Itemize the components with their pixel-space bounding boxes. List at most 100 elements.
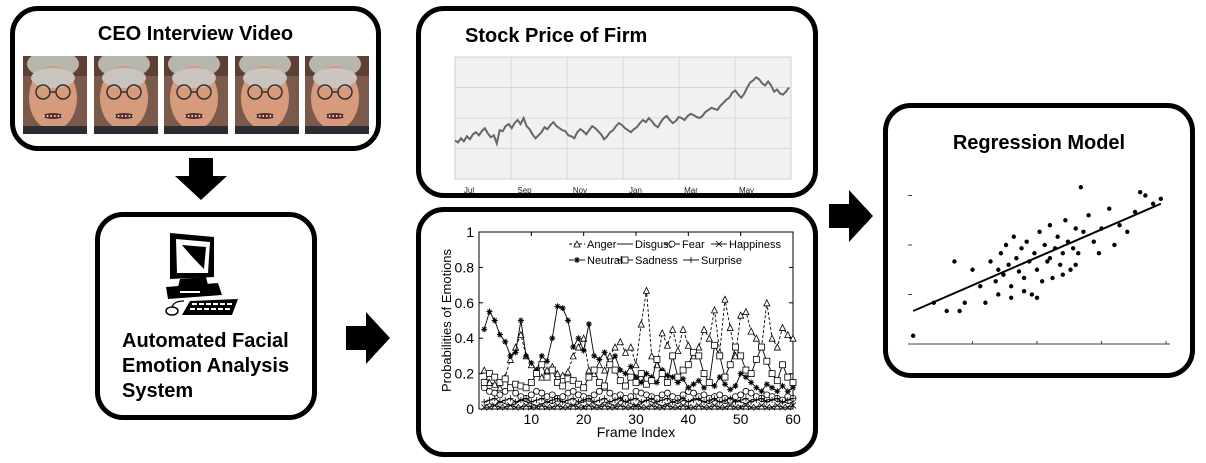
data-marker <box>627 373 635 381</box>
data-marker <box>768 370 776 378</box>
regression-data-point <box>1047 223 1053 228</box>
emotion-y-tick-label: 0.8 <box>455 259 475 275</box>
legend-label: Neutral <box>587 255 622 267</box>
data-marker <box>648 352 656 360</box>
regression-data-point <box>1021 289 1027 294</box>
data-marker <box>648 395 655 402</box>
data-marker <box>695 377 702 384</box>
video-box-title: CEO Interview Video <box>97 23 294 45</box>
emotion-x-tick-label: 20 <box>576 411 592 427</box>
data-marker <box>590 391 598 399</box>
data-marker <box>538 402 546 409</box>
data-marker <box>486 397 493 404</box>
emotion-y-tick-label: 0.2 <box>455 366 475 382</box>
data-marker <box>685 398 692 405</box>
data-marker <box>732 382 739 389</box>
regression-data-point <box>993 279 998 284</box>
data-marker <box>669 374 676 381</box>
data-marker <box>684 361 692 369</box>
data-marker <box>622 398 629 405</box>
data-marker <box>742 395 749 402</box>
emotion-y-axis-label: Probabilities of Emotions <box>439 248 454 392</box>
regression-data-point <box>1158 196 1164 201</box>
data-marker <box>543 373 551 381</box>
data-marker <box>688 257 694 263</box>
data-marker <box>632 360 640 369</box>
data-marker <box>648 377 656 385</box>
arrow-right-icon <box>346 312 390 364</box>
data-marker <box>596 403 603 411</box>
data-marker <box>611 343 619 351</box>
regression-box-title: Regression Model <box>952 132 1126 154</box>
data-marker <box>496 398 503 405</box>
data-marker <box>700 403 708 411</box>
regression-data-point <box>1125 229 1130 234</box>
data-marker <box>538 352 545 359</box>
data-marker <box>726 361 734 369</box>
data-marker <box>543 403 551 411</box>
data-marker <box>590 366 598 374</box>
data-marker <box>570 344 577 351</box>
regression-data-point <box>1006 262 1011 267</box>
data-marker <box>574 257 580 263</box>
data-marker <box>485 378 494 386</box>
data-marker <box>742 374 749 381</box>
data-marker <box>601 395 608 402</box>
regression-box: Regression Model <box>883 103 1195 378</box>
regression-data-point <box>1011 234 1016 239</box>
data-marker <box>481 326 488 333</box>
regression-data-point <box>910 333 916 338</box>
data-marker <box>559 398 566 405</box>
data-marker <box>737 403 744 411</box>
data-marker <box>669 398 676 405</box>
data-marker <box>711 382 718 389</box>
stock-price-line <box>454 75 790 147</box>
regression-data-point <box>1132 209 1138 215</box>
data-marker <box>633 395 639 402</box>
data-marker <box>642 286 651 294</box>
stock-x-tick-label: Jan <box>629 186 642 195</box>
data-marker <box>658 370 666 378</box>
data-marker <box>481 398 488 405</box>
data-marker <box>543 366 551 374</box>
data-marker <box>643 380 650 388</box>
arrow-right-icon <box>829 190 873 242</box>
data-marker <box>669 403 676 411</box>
data-marker <box>663 389 671 397</box>
data-marker <box>538 373 546 381</box>
regression-data-point <box>1009 284 1014 289</box>
data-marker <box>721 403 729 411</box>
data-marker <box>502 338 509 345</box>
data-marker <box>653 403 661 411</box>
data-marker <box>716 403 724 411</box>
regression-data-point <box>962 300 967 305</box>
data-marker <box>512 398 519 405</box>
data-marker <box>575 335 582 342</box>
data-marker <box>790 384 796 391</box>
system-box: Automated Facial Emotion Analysis System <box>95 212 317 420</box>
data-marker <box>549 397 556 404</box>
regression-data-point <box>1055 234 1060 239</box>
data-marker <box>627 343 635 351</box>
data-marker <box>585 321 592 328</box>
emotion-box: 0 0.2 0.4 0.6 0.8 1 10 20 30 40 50 60 Frame Index Pro… <box>416 207 818 457</box>
data-marker <box>585 366 593 374</box>
data-marker <box>779 361 786 369</box>
stock-x-tick-label: Jul <box>464 186 474 195</box>
data-marker <box>595 379 603 386</box>
data-marker <box>664 402 671 409</box>
data-marker <box>528 403 535 411</box>
data-marker <box>685 403 692 411</box>
regression-data-point <box>944 308 949 314</box>
data-marker <box>763 298 771 307</box>
data-marker <box>747 403 755 411</box>
data-marker <box>784 330 792 339</box>
data-marker <box>748 398 755 405</box>
data-marker <box>700 325 708 333</box>
data-marker <box>659 397 666 404</box>
regression-data-point <box>1014 256 1019 261</box>
data-marker <box>486 370 493 378</box>
stock-box-title: Stock Price of Firm <box>465 25 648 47</box>
data-marker <box>774 395 781 402</box>
data-marker <box>690 397 697 404</box>
